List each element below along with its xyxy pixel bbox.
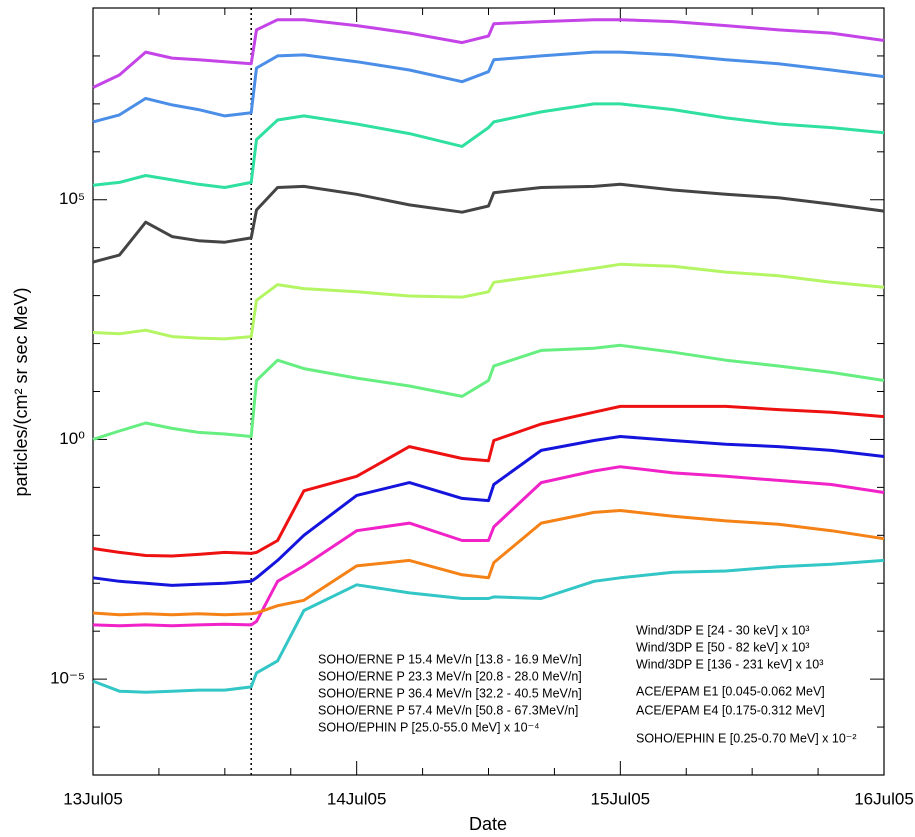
legend-entry: SOHO/ERNE P 36.4 MeV/n [32.2 - 40.5 MeV/… [318, 686, 582, 700]
x-tick-label: 15Jul05 [591, 789, 651, 808]
data-line [92, 102, 885, 189]
data-line [92, 182, 885, 264]
data-line [92, 404, 885, 558]
x-tick-label: 13Jul05 [63, 789, 123, 808]
x-axis-label: Date [469, 814, 507, 834]
legend-entry: Wind/3DP E [50 - 82 keV] x 10³ [636, 640, 809, 654]
legend-entry: ACE/EPAM E1 [0.045-0.062 MeV] [636, 684, 825, 698]
legend-entry: SOHO/ERNE P 23.3 MeV/n [20.8 - 28.0 MeV/… [318, 669, 582, 683]
y-axis-label: particles/(cm² sr sec MeV) [11, 287, 31, 496]
data-line [92, 509, 885, 617]
data-line [92, 50, 885, 124]
data-line [92, 18, 885, 89]
legend-entry: ACE/EPAM E4 [0.175-0.312 MeV] [636, 703, 825, 717]
data-line [92, 465, 885, 628]
legend-entry: Wind/3DP E [136 - 231 keV] x 10³ [636, 657, 823, 671]
y-tick-label: 10⁰ [59, 429, 85, 448]
data-line [92, 558, 885, 694]
legend-entry: SOHO/ERNE P 57.4 MeV/n [50.8 - 67.3MeV/n… [318, 703, 578, 717]
data-line [92, 262, 885, 341]
legend-entry: Wind/3DP E [24 - 30 keV] x 10³ [636, 623, 809, 637]
legend-entry: SOHO/EPHIN E [0.25-0.70 MeV] x 10⁻² [636, 731, 857, 745]
data-line [92, 435, 885, 587]
y-tick-label: 10⁻⁵ [50, 669, 85, 688]
y-tick-label: 10⁵ [59, 189, 85, 208]
x-tick-label: 16Jul05 [854, 789, 914, 808]
x-tick-label: 14Jul05 [327, 789, 387, 808]
data-line [92, 343, 885, 441]
legend-entry: SOHO/ERNE P 15.4 MeV/n [13.8 - 16.9 MeV/… [318, 652, 582, 666]
legend-entry: SOHO/EPHIN P [25.0-55.0 MeV] x 10⁻⁴ [318, 720, 540, 734]
